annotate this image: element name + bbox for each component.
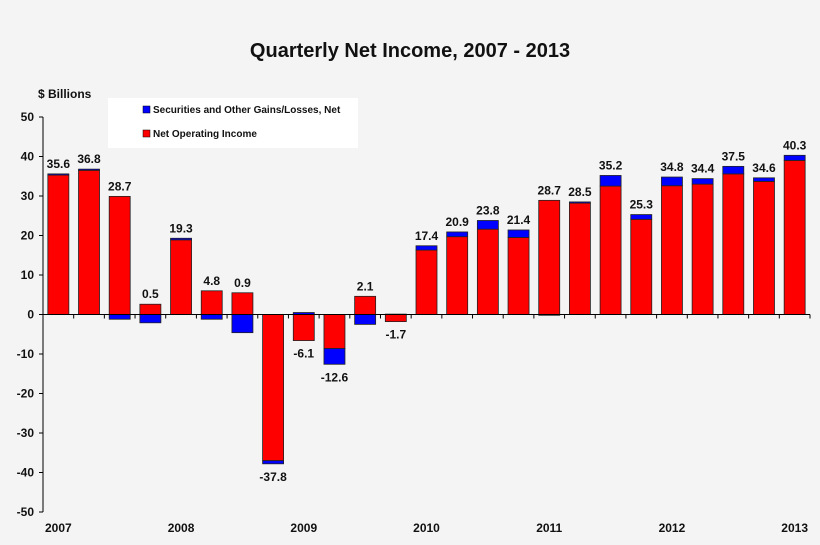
y-tick-label: -50 xyxy=(17,505,35,519)
data-label: 25.3 xyxy=(630,198,654,212)
bar-securities-gains-losses xyxy=(599,175,622,187)
bar-net-operating-income xyxy=(354,295,377,315)
data-label: 20.9 xyxy=(446,215,470,229)
data-label: -6.1 xyxy=(293,347,314,361)
data-label: -12.6 xyxy=(321,370,349,384)
bar-net-operating-income xyxy=(507,237,530,315)
bar-net-operating-income xyxy=(691,183,714,315)
legend-label-net-operating: Net Operating Income xyxy=(153,129,257,140)
bar-net-operating-income xyxy=(108,195,131,315)
bar-net-operating-income xyxy=(170,239,192,315)
y-tick-label: -30 xyxy=(17,426,35,440)
data-label: 35.6 xyxy=(47,157,71,171)
data-label: 28.7 xyxy=(538,183,562,197)
bar-securities-gains-losses xyxy=(507,229,530,238)
bar-net-operating-income xyxy=(323,314,346,349)
data-label: 40.3 xyxy=(783,138,807,152)
data-label: 2.1 xyxy=(357,279,374,293)
bar-securities-gains-losses xyxy=(170,237,192,241)
bar-net-operating-income xyxy=(446,236,469,315)
bar-securities-gains-losses xyxy=(47,173,70,176)
x-tick-label: 2012 xyxy=(659,521,686,535)
x-tick-label: 2010 xyxy=(413,521,440,535)
chart-title: Quarterly Net Income, 2007 - 2013 xyxy=(250,40,570,62)
bar-securities-gains-losses xyxy=(446,231,469,238)
legend: Securities and Other Gains/Losses, Net N… xyxy=(108,98,358,148)
bar-net-operating-income xyxy=(292,314,315,341)
legend-label-securities: Securities and Other Gains/Losses, Net xyxy=(153,105,341,116)
y-axis-label: $ Billions xyxy=(38,87,92,101)
bar-securities-gains-losses xyxy=(108,314,131,320)
y-tick-label: -10 xyxy=(17,347,35,361)
y-tick-label: 0 xyxy=(27,308,34,322)
bar-net-operating-income xyxy=(753,180,775,315)
bar-net-operating-income xyxy=(200,290,223,315)
data-label: 23.8 xyxy=(476,203,500,217)
bar-securities-gains-losses xyxy=(231,314,254,334)
bar-securities-gains-losses xyxy=(722,165,745,175)
bar-securities-gains-losses xyxy=(661,176,683,187)
data-label: 36.8 xyxy=(77,152,101,166)
data-label: 35.2 xyxy=(599,158,623,172)
data-label: 0.5 xyxy=(142,287,159,301)
data-label: -1.7 xyxy=(385,328,406,342)
y-tick-label: 50 xyxy=(21,110,35,124)
data-label: 28.5 xyxy=(568,185,592,199)
data-label: 19.3 xyxy=(169,221,193,235)
bar-securities-gains-losses xyxy=(753,177,775,182)
bar-securities-gains-losses xyxy=(139,314,162,324)
y-tick-label: 20 xyxy=(21,229,35,243)
y-tick-label: 10 xyxy=(21,268,35,282)
bar-net-operating-income xyxy=(661,185,683,315)
bar-net-operating-income xyxy=(476,228,499,315)
bar-net-operating-income xyxy=(415,249,438,315)
bar-securities-gains-losses xyxy=(630,214,653,220)
bar-net-operating-income xyxy=(262,314,285,462)
y-tick-label: -40 xyxy=(17,466,35,480)
bar-net-operating-income xyxy=(78,169,100,315)
bar-net-operating-income xyxy=(722,173,745,315)
bar-net-operating-income xyxy=(47,174,70,315)
bar-net-operating-income xyxy=(538,199,561,315)
x-tick-label: 2013 xyxy=(781,521,808,535)
bar-net-operating-income xyxy=(783,160,806,315)
bar-securities-gains-losses xyxy=(691,178,714,185)
bar-securities-gains-losses xyxy=(476,220,499,230)
data-label: 34.8 xyxy=(660,160,684,174)
bar-securities-gains-losses xyxy=(323,348,346,365)
bar-net-operating-income xyxy=(231,292,254,315)
bar-net-operating-income xyxy=(569,202,591,315)
bar-net-operating-income xyxy=(599,185,622,315)
bar-securities-gains-losses xyxy=(262,460,285,465)
bar-securities-gains-losses xyxy=(569,201,591,204)
bar-net-operating-income xyxy=(139,303,162,315)
bar-securities-gains-losses xyxy=(354,314,377,325)
legend-swatch-securities xyxy=(142,105,151,114)
data-label: 4.8 xyxy=(203,274,220,288)
bar-net-operating-income xyxy=(630,218,653,315)
data-label: 0.9 xyxy=(234,276,251,290)
x-tick-label: 2009 xyxy=(290,521,317,535)
data-label: 21.4 xyxy=(507,213,531,227)
data-label: -37.8 xyxy=(259,470,287,484)
legend-swatch-net-operating xyxy=(142,129,151,138)
y-tick-label: 30 xyxy=(21,189,35,203)
data-label: 37.5 xyxy=(722,149,746,163)
x-tick-label: 2007 xyxy=(45,521,72,535)
y-tick-label: 40 xyxy=(21,150,35,164)
data-label: 34.6 xyxy=(752,161,776,175)
data-label: 34.4 xyxy=(691,162,715,176)
x-tick-label: 2008 xyxy=(168,521,195,535)
bar-securities-gains-losses xyxy=(78,168,100,171)
bar-securities-gains-losses xyxy=(200,314,223,320)
bar-securities-gains-losses xyxy=(415,245,438,251)
data-label: 28.7 xyxy=(108,179,132,193)
bar-securities-gains-losses xyxy=(783,154,806,161)
bar-net-operating-income xyxy=(384,314,407,323)
y-tick-label: -20 xyxy=(17,387,35,401)
x-tick-label: 2011 xyxy=(536,521,562,535)
data-label: 17.4 xyxy=(415,229,439,243)
